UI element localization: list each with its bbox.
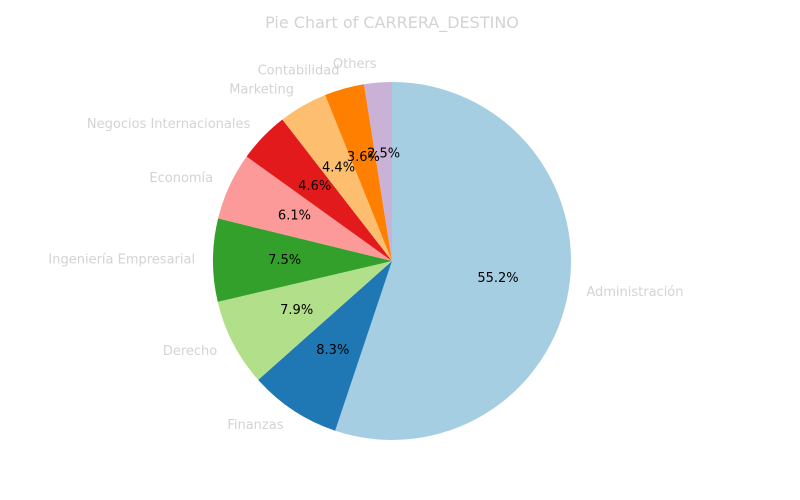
pie-slice-3 <box>213 218 392 302</box>
slice-label-6: Marketing <box>229 83 294 98</box>
pie-slice-8 <box>364 82 392 261</box>
slice-pct-label-7: 3.6% <box>347 150 380 165</box>
pie-slices <box>213 82 572 441</box>
slice-label-2: Derecho <box>163 344 217 359</box>
slice-pct-label-5: 4.6% <box>298 179 331 194</box>
pie-slice-7 <box>325 84 392 261</box>
slice-label-4: Economía <box>149 171 213 186</box>
slice-label-8: Others <box>333 57 377 72</box>
slice-label-5: Negocios Internacionales <box>87 117 251 132</box>
slice-pct-label-8: 2.5% <box>367 146 400 161</box>
pie-slice-2 <box>217 261 392 380</box>
pie-slice-0 <box>335 82 572 441</box>
pie-slice-1 <box>258 261 392 431</box>
pie-slice-5 <box>246 119 392 261</box>
slice-pct-label-1: 8.3% <box>316 343 349 358</box>
slice-label-7: Contabilidad <box>258 64 340 79</box>
slice-label-0: Administración <box>586 285 683 300</box>
chart-title: Pie Chart of CARRERA_DESTINO <box>265 13 519 33</box>
slice-label-1: Finanzas <box>227 418 283 433</box>
slice-pct-label-6: 4.4% <box>322 160 355 175</box>
slice-pct-label-4: 6.1% <box>278 209 311 224</box>
pie-labels: Administración 55.2% Finanzas 8.3% Derecho 7.… <box>48 57 683 433</box>
pie-slice-4 <box>218 156 392 261</box>
slice-pct-label-2: 7.9% <box>280 303 313 318</box>
pie-slice-6 <box>282 94 392 261</box>
slice-pct-label-0: 55.2% <box>477 271 518 286</box>
slice-pct-label-3: 7.5% <box>268 253 301 268</box>
slice-label-3: Ingeniería Empresarial <box>48 253 195 268</box>
